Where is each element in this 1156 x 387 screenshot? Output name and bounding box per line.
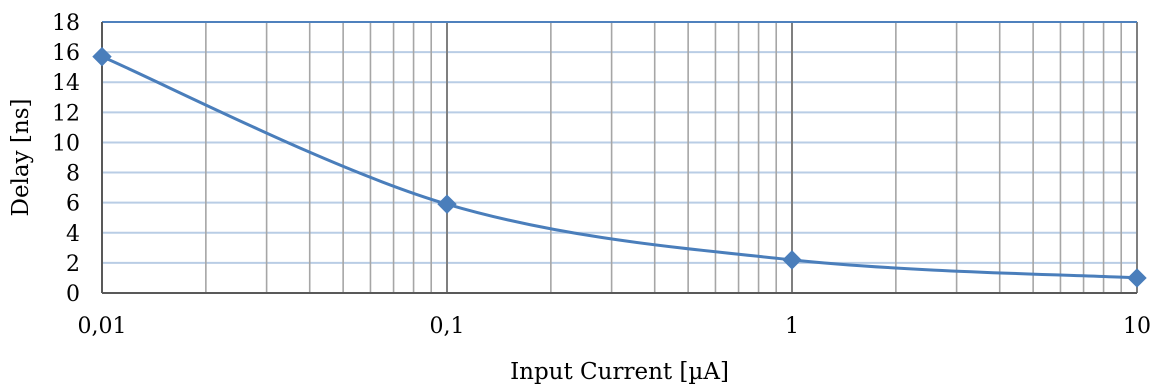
y-tick-labels: 0 2 4 6 8 10 12 14 16 18 (52, 11, 80, 307)
y-tick-label: 14 (52, 71, 80, 96)
y-tick-label: 6 (66, 192, 80, 217)
axes (101, 22, 1137, 294)
data-point-diamond (1127, 268, 1147, 288)
data-point-diamond (437, 194, 457, 214)
data-point-diamond (92, 46, 112, 67)
y-tick-label: 0 (66, 282, 80, 307)
x-tick-label: 10 (1123, 314, 1151, 339)
y-tick-label: 16 (52, 41, 80, 66)
x-tick-labels: 0,01 0,1 1 10 (78, 314, 1151, 339)
grid (101, 21, 1138, 293)
x-tick-label: 0,01 (78, 314, 127, 339)
data-series (92, 46, 1147, 288)
series-line (101, 55, 1138, 280)
y-tick-label: 2 (66, 252, 80, 277)
data-point-diamond (782, 250, 802, 270)
y-tick-label: 12 (52, 101, 80, 126)
y-tick-label: 4 (66, 222, 80, 247)
y-axis-title: Delay [ns] (8, 99, 34, 217)
x-tick-label: 1 (785, 314, 799, 339)
x-axis-title: Input Current [µA] (510, 359, 729, 385)
x-tick-label: 0,1 (430, 314, 465, 339)
y-tick-label: 10 (52, 131, 80, 156)
y-tick-label: 8 (66, 162, 80, 187)
y-tick-label: 18 (52, 11, 80, 36)
